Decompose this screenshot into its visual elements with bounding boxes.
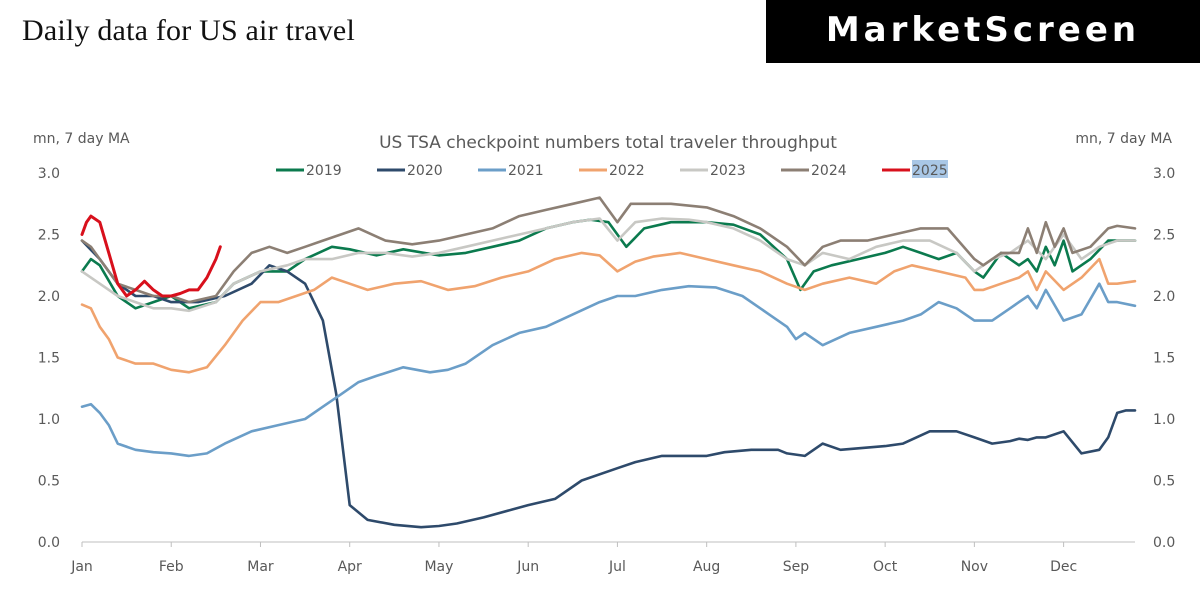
page-title: Daily data for US air travel [22, 14, 355, 47]
legend-label: 2022 [609, 163, 645, 179]
x-tick-label: Mar [247, 559, 274, 575]
x-tick-label: Feb [159, 559, 184, 575]
legend-label: 2021 [508, 163, 544, 179]
y-tick-label-right: 0.0 [1153, 535, 1175, 551]
x-tick-label: May [424, 559, 453, 575]
y-tick-label-left: 2.5 [38, 228, 60, 244]
y-tick-label-right: 1.0 [1153, 412, 1175, 428]
series-line-2020 [80, 239, 1137, 529]
x-tick-label: Dec [1050, 559, 1077, 575]
x-tick-label: Jan [70, 559, 93, 575]
chart-legend: 2019 2020 2021 2022 2023 2024 2025 [276, 160, 948, 179]
y-tick-label-right: 2.0 [1153, 289, 1175, 305]
y-tick-label-right: 2.5 [1153, 228, 1175, 244]
legend-label: 2025 [912, 163, 948, 179]
legend-item-2025: 2025 [882, 160, 948, 179]
legend-label: 2019 [306, 163, 342, 179]
y-tick-label-right: 3.0 [1153, 166, 1175, 182]
left-axis-unit-label: mn, 7 day MA [33, 131, 130, 147]
legend-item-2020: 2020 [377, 163, 443, 179]
axis-layer: 0.0 0.0 0.5 0.5 1.0 1.0 1.5 1.5 2.0 2.0 2.5 2.5 3.0 3… [38, 166, 1176, 575]
grid-layer [81, 541, 1135, 547]
legend-item-2019: 2019 [276, 163, 342, 179]
y-tick-label-left: 0.5 [38, 474, 60, 490]
legend-highlight-box [912, 160, 948, 178]
y-tick-label-right: 1.5 [1153, 351, 1175, 367]
brand-logo-banner: MarketScreen [766, 0, 1200, 63]
x-tick-label: Apr [338, 559, 362, 575]
legend-label: 2020 [407, 163, 443, 179]
x-tick-label: Jul [608, 559, 626, 575]
legend-label: 2024 [811, 163, 847, 179]
x-tick-label: Jun [516, 559, 539, 575]
legend-label: 2023 [710, 163, 746, 179]
y-tick-label-left: 1.5 [38, 351, 60, 367]
legend-item-2024: 2024 [781, 163, 847, 179]
series-line-2024 [80, 196, 1137, 304]
series-line-2025 [80, 214, 222, 298]
series-line-2022 [80, 251, 1137, 374]
y-tick-label-left: 1.0 [38, 412, 60, 428]
chart-title: US TSA checkpoint numbers total traveler… [379, 133, 837, 153]
x-tick-label: Oct [873, 559, 898, 575]
y-tick-label-right: 0.5 [1153, 474, 1175, 490]
series-layer [80, 196, 1137, 529]
legend-item-2023: 2023 [680, 163, 746, 179]
y-tick-label-left: 3.0 [38, 166, 60, 182]
y-tick-label-left: 0.0 [38, 535, 60, 551]
x-tick-label: Aug [693, 559, 720, 575]
x-tick-label: Sep [783, 559, 810, 575]
series-line-2021 [80, 282, 1137, 458]
x-tick-label: Nov [961, 559, 988, 575]
y-tick-label-left: 2.0 [38, 289, 60, 305]
right-axis-unit-label: mn, 7 day MA [1075, 131, 1172, 147]
legend-item-2022: 2022 [579, 163, 645, 179]
legend-item-2021: 2021 [478, 163, 544, 179]
brand-logo-text: MarketScreen [825, 10, 1141, 50]
